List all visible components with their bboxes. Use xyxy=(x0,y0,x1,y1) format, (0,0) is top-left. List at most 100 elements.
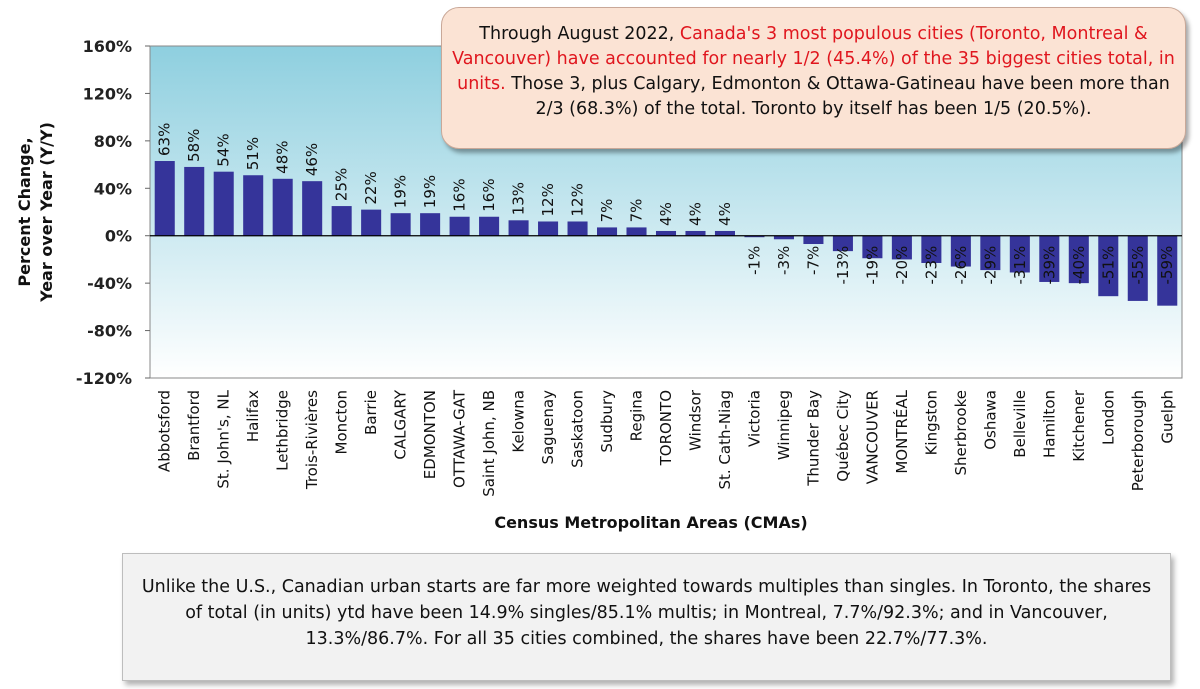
category-label: Saskatoon xyxy=(569,390,587,468)
category-label: Abbotsford xyxy=(156,390,174,472)
category-label: Winnipeg xyxy=(775,390,793,460)
callout-highlight: Canada's 3 most populous cities (Toronto… xyxy=(452,24,1175,94)
category-label: Thunder Bay xyxy=(804,390,822,487)
value-label: 12% xyxy=(539,183,557,216)
bar xyxy=(773,235,794,240)
category-label: Guelph xyxy=(1158,390,1176,444)
bar xyxy=(508,220,529,236)
category-label: Saguenay xyxy=(539,390,557,465)
value-label: -39% xyxy=(1040,246,1058,285)
bar xyxy=(655,230,677,236)
bar xyxy=(390,213,411,236)
value-label: -55% xyxy=(1129,246,1147,285)
category-label: VANCOUVER xyxy=(863,390,881,484)
category-label: Halifax xyxy=(244,390,262,442)
bar xyxy=(597,227,618,236)
value-label: 54% xyxy=(215,133,233,166)
y-tick-label: 80% xyxy=(94,132,132,151)
bar xyxy=(213,171,234,236)
category-label: MONTRÉAL xyxy=(892,389,911,473)
category-label: CALGARY xyxy=(392,389,410,459)
bar xyxy=(1127,235,1148,301)
bar xyxy=(1068,235,1089,284)
category-label: TORONTO xyxy=(657,390,675,466)
x-axis-title: Census Metropolitan Areas (CMAs) xyxy=(494,513,807,532)
category-label: St. John's, NL xyxy=(215,389,233,488)
y-tick-label: 160% xyxy=(83,37,132,56)
bar xyxy=(243,175,264,236)
category-label: Barrie xyxy=(362,390,380,435)
bar xyxy=(862,235,883,259)
value-label: 4% xyxy=(686,202,704,226)
callout-text-intro: Through August 2022, xyxy=(479,24,680,44)
value-label: 48% xyxy=(274,140,292,173)
bar xyxy=(538,221,559,236)
value-label: 16% xyxy=(480,178,498,211)
bar xyxy=(1157,235,1178,306)
value-label: 51% xyxy=(244,137,262,170)
value-label: 4% xyxy=(657,202,675,226)
bar xyxy=(626,227,647,236)
value-label: -7% xyxy=(804,246,822,275)
value-label: 16% xyxy=(451,178,469,211)
bar xyxy=(1039,235,1060,282)
value-label: 25% xyxy=(333,168,351,201)
bar xyxy=(832,235,853,252)
category-label: Peterborough xyxy=(1129,390,1147,491)
bars xyxy=(154,161,1178,306)
note-box: Unlike the U.S., Canadian urban starts a… xyxy=(122,553,1171,681)
value-label: 7% xyxy=(598,199,616,223)
value-labels: 63% 58% 54% 51% 48% 46% 25% 22% 19% 19% 16% 16% 13% 1… xyxy=(156,123,1177,285)
bar xyxy=(891,235,912,260)
category-label: Kingston xyxy=(922,390,940,455)
category-label: Moncton xyxy=(333,390,351,454)
category-label: St. Cath-Niag xyxy=(716,390,734,490)
bar xyxy=(744,235,765,238)
value-label: -40% xyxy=(1070,246,1088,285)
value-label: -59% xyxy=(1158,246,1176,285)
bar xyxy=(361,209,382,236)
y-tick-label: -40% xyxy=(87,274,132,293)
category-label: Kitchener xyxy=(1070,389,1088,462)
category-label: Sudbury xyxy=(598,390,616,453)
value-label: 46% xyxy=(303,143,321,176)
value-label: 12% xyxy=(569,183,587,216)
bar xyxy=(449,216,470,236)
value-label: 13% xyxy=(510,182,528,215)
y-tick-label: 40% xyxy=(94,179,132,198)
bar xyxy=(921,235,942,263)
category-label: Saint John, NB xyxy=(480,390,498,497)
value-label: -31% xyxy=(1011,246,1029,285)
value-label: 19% xyxy=(421,175,439,208)
category-label: Oshawa xyxy=(981,390,999,450)
value-label: -29% xyxy=(981,246,999,285)
note-text: Unlike the U.S., Canadian urban starts a… xyxy=(141,577,1152,649)
category-label: London xyxy=(1099,390,1117,445)
value-label: 4% xyxy=(716,202,734,226)
y-tick-label: 120% xyxy=(83,84,132,103)
category-label: Hamilton xyxy=(1040,390,1058,458)
bar xyxy=(420,213,441,236)
bar xyxy=(272,178,293,236)
value-label: 19% xyxy=(392,175,410,208)
value-label: -19% xyxy=(863,246,881,285)
bar xyxy=(980,235,1001,271)
value-label: 63% xyxy=(156,123,174,156)
bar xyxy=(331,206,352,236)
value-label: 7% xyxy=(628,199,646,223)
value-label: -51% xyxy=(1099,246,1117,285)
value-label: -3% xyxy=(775,246,793,275)
category-label: Québec City xyxy=(834,390,852,482)
value-label: 58% xyxy=(185,129,203,162)
bar xyxy=(1009,235,1030,273)
category-label: OTTAWA-GAT xyxy=(451,389,469,488)
category-label: Brantford xyxy=(185,390,203,461)
y-tick-label: -120% xyxy=(76,369,132,388)
category-label: Belleville xyxy=(1011,390,1029,458)
value-label: -1% xyxy=(745,246,763,275)
value-label: -13% xyxy=(834,246,852,285)
bar xyxy=(184,166,205,236)
y-tick-label: 0% xyxy=(105,227,132,246)
value-label: 22% xyxy=(362,171,380,204)
value-label: -26% xyxy=(952,246,970,285)
